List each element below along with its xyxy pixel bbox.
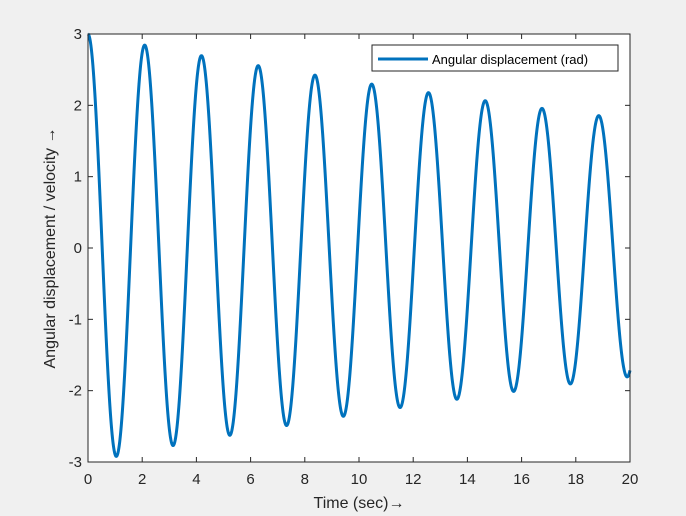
y-axis-label: Angular displacement / velocity → (42, 128, 59, 369)
x-tick-label: 10 (351, 471, 368, 488)
x-tick-label: 2 (138, 471, 146, 488)
y-tick-label: 1 (74, 169, 82, 186)
y-tick-label: 3 (74, 26, 82, 43)
y-tick-label: -1 (69, 311, 82, 328)
angular-displacement-line (86, 32, 632, 458)
legend-entry-label: Angular displacement (rad) (432, 52, 588, 67)
x-tick-label: 18 (567, 471, 584, 488)
x-tick-label: 12 (405, 471, 422, 488)
x-tick-label: 16 (513, 471, 530, 488)
axes (87, 33, 631, 463)
y-tick-label: -2 (69, 383, 82, 400)
x-axis-label: Time (sec)→ (314, 495, 405, 512)
y-tick-label: 2 (74, 97, 82, 114)
x-tick-label: 4 (192, 471, 200, 488)
x-tick-label: 8 (301, 471, 309, 488)
x-tick-label: 0 (84, 471, 92, 488)
x-tick-label: 20 (622, 471, 639, 488)
legend[interactable]: Angular displacement (rad) (371, 44, 619, 72)
x-tick-label: 14 (459, 471, 476, 488)
data-series (86, 32, 632, 458)
x-tick-label: 6 (246, 471, 254, 488)
y-tick-label: 0 (74, 240, 82, 257)
y-tick-label: -3 (69, 454, 82, 471)
